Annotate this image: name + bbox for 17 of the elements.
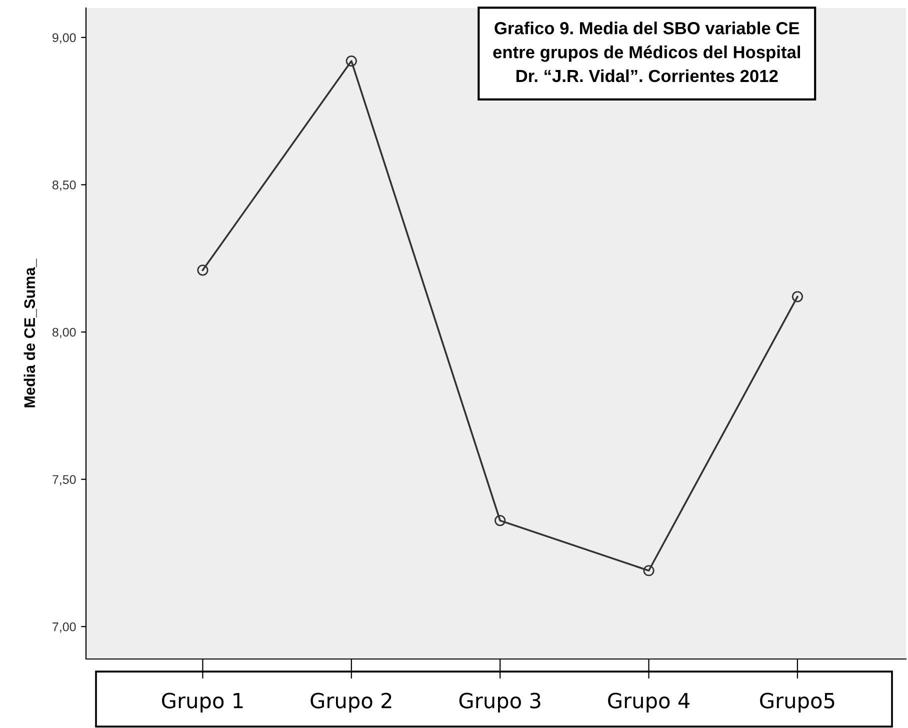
text: Grafico 9. Media del SBO variable CE entre grupos de Médicos del Hospital Dr. “J.R. Vidal”. Corrientes 2012 bbox=[493, 22, 800, 82]
x-tick-label: Grupo 1 bbox=[162, 692, 243, 712]
point bbox=[494, 514, 506, 526]
point bbox=[792, 291, 804, 302]
y-axis-title: Media de CE_Suma_ bbox=[24, 258, 37, 408]
y-tick-label: 7,50 bbox=[52, 475, 76, 486]
point bbox=[346, 55, 357, 67]
point bbox=[197, 264, 208, 276]
y-tick-label: 7,00 bbox=[52, 622, 76, 633]
x-tick-label: Grupo 4 bbox=[608, 692, 690, 712]
y-tick-label: 8,50 bbox=[52, 180, 76, 191]
x-tick-label: Grupo 2 bbox=[310, 692, 392, 712]
x-tick-label: Grupo 3 bbox=[459, 692, 540, 712]
y-tick-label: 9,00 bbox=[52, 33, 76, 44]
y-tick-label: 8,00 bbox=[52, 328, 76, 338]
x-tick-label: Grupo5 bbox=[760, 692, 834, 712]
point bbox=[643, 565, 654, 576]
